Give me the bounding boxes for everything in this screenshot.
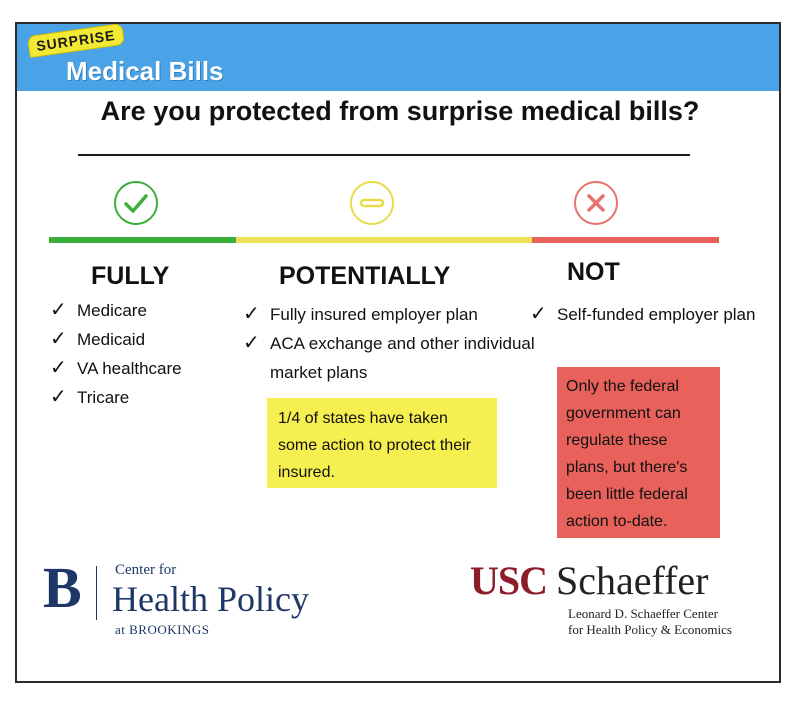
checkmark-icon: ✓ — [530, 303, 547, 325]
usc-logo-mark: USC — [470, 558, 548, 603]
checkmark-icon: ✓ — [50, 386, 67, 408]
list-item: ✓ Self-funded employer plan — [530, 300, 760, 329]
fully-heading: FULLY — [91, 262, 170, 290]
header-title: Medical Bills — [66, 56, 224, 86]
brookings-logo-letter: B — [43, 555, 82, 620]
check-circle-icon — [114, 181, 158, 225]
surprise-badge: SURPRISE — [26, 22, 125, 58]
brookings-logo-main: Health Policy — [112, 579, 309, 619]
checkmark-icon: ✓ — [50, 328, 67, 350]
list-item: ✓ Tricare — [50, 383, 182, 412]
question-divider — [78, 154, 690, 156]
checkmark-icon: ✓ — [50, 357, 67, 379]
potentially-list: ✓ Fully insured employer plan ✓ ACA exchan… — [243, 300, 543, 387]
checkmark-icon: ✓ — [243, 303, 260, 325]
fully-list: ✓ Medicare ✓ Medicaid ✓ VA healthcare ✓ Tric… — [50, 296, 182, 412]
header-banner: SURPRISE Medical Bills — [17, 22, 779, 91]
list-item: ✓ Medicaid — [50, 325, 182, 354]
brookings-logo-top: Center for — [115, 562, 177, 578]
list-item: ✓ VA healthcare — [50, 354, 182, 383]
usc-logo-name: Schaeffer — [556, 558, 709, 603]
x-circle-icon — [574, 181, 618, 225]
usc-logo-subtitle: Leonard D. Schaeffer Center for Health P… — [568, 606, 732, 637]
minus-circle-icon — [350, 181, 394, 225]
not-bar — [532, 237, 719, 243]
list-item: ✓ Medicare — [50, 296, 182, 325]
infographic-card: SURPRISE Medical Bills — [15, 22, 781, 683]
list-item: ✓ ACA exchange and other individual marke… — [243, 329, 543, 387]
not-heading: NOT — [567, 258, 620, 286]
potentially-note: 1/4 of states have taken some action to … — [267, 398, 497, 488]
potentially-bar — [236, 237, 532, 243]
list-item: ✓ Fully insured employer plan — [243, 300, 543, 329]
potentially-heading: POTENTIALLY — [279, 262, 451, 290]
checkmark-icon: ✓ — [50, 299, 67, 321]
brookings-logo-divider — [96, 566, 97, 620]
checkmark-icon: ✓ — [243, 332, 260, 354]
main-question: Are you protected from surprise medical … — [100, 96, 700, 126]
brookings-logo-bottom: at BROOKINGS — [115, 622, 210, 637]
fully-bar — [49, 237, 236, 243]
not-note: Only the federal government can regulate… — [557, 367, 720, 538]
not-list: ✓ Self-funded employer plan — [530, 300, 760, 329]
